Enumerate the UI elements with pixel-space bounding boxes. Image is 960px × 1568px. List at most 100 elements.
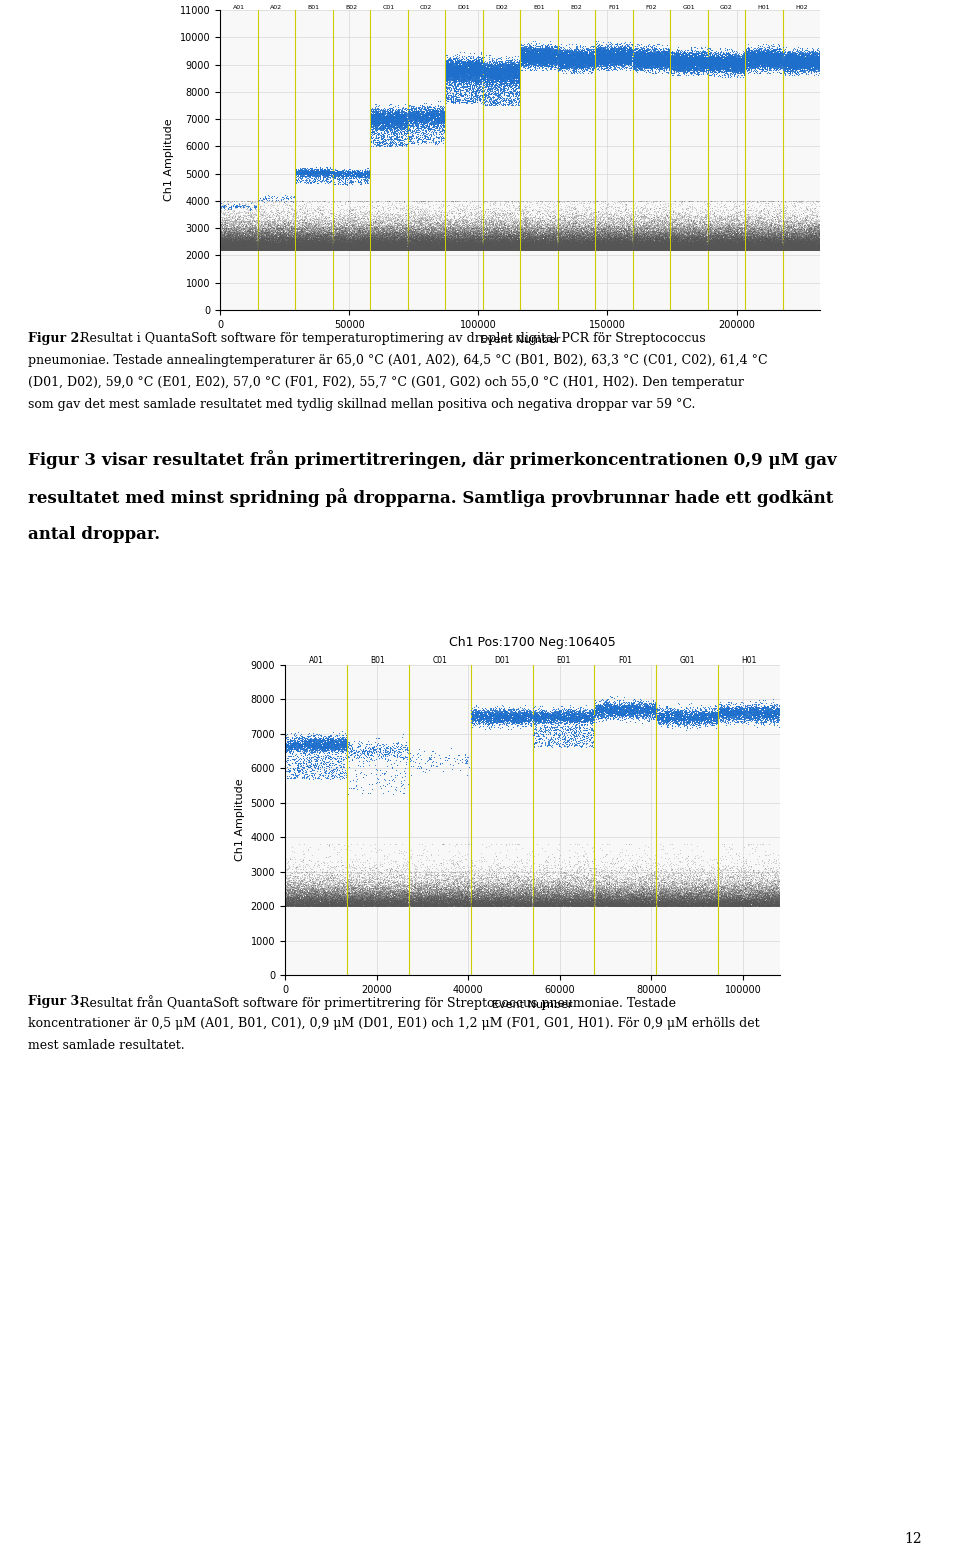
Point — [540, 702, 556, 728]
Point — [436, 229, 451, 254]
Point — [418, 230, 433, 256]
Point — [329, 237, 345, 262]
Point — [708, 41, 724, 66]
Point — [385, 892, 400, 917]
Point — [628, 234, 643, 259]
Point — [404, 234, 420, 259]
Point — [639, 884, 655, 909]
Point — [266, 226, 281, 251]
Point — [426, 891, 442, 916]
Point — [515, 39, 530, 64]
Point — [786, 226, 802, 251]
Point — [690, 892, 706, 917]
Point — [428, 224, 444, 249]
Point — [632, 55, 647, 80]
Point — [232, 229, 248, 254]
Point — [726, 218, 741, 243]
Point — [579, 887, 594, 913]
Point — [315, 230, 330, 256]
Point — [517, 230, 533, 256]
Point — [620, 891, 636, 916]
Point — [472, 237, 488, 262]
Point — [697, 220, 712, 245]
Point — [769, 50, 784, 75]
Point — [337, 234, 352, 259]
Point — [420, 102, 436, 127]
Point — [721, 237, 736, 262]
Point — [660, 230, 676, 256]
Point — [642, 45, 658, 71]
Point — [273, 226, 288, 251]
Point — [444, 50, 459, 75]
Point — [293, 889, 308, 914]
Point — [528, 892, 543, 917]
Point — [724, 889, 739, 914]
Point — [708, 50, 723, 75]
Point — [447, 64, 463, 89]
Point — [506, 237, 521, 262]
Point — [561, 235, 576, 260]
Point — [424, 229, 440, 254]
Point — [736, 61, 752, 86]
Point — [660, 884, 675, 909]
Point — [475, 213, 491, 238]
Point — [444, 235, 460, 260]
Point — [566, 891, 582, 916]
Point — [806, 229, 822, 254]
Point — [783, 235, 799, 260]
Point — [289, 229, 304, 254]
Point — [358, 235, 373, 260]
Point — [335, 873, 350, 898]
Point — [324, 229, 339, 254]
Point — [369, 224, 384, 249]
Point — [349, 237, 365, 262]
Point — [636, 227, 651, 252]
Point — [760, 47, 776, 72]
Point — [528, 880, 543, 905]
Point — [538, 234, 553, 259]
Point — [422, 894, 438, 919]
Point — [304, 237, 320, 262]
Point — [293, 220, 308, 245]
Point — [679, 872, 694, 897]
Point — [334, 743, 349, 768]
Point — [786, 235, 802, 260]
Point — [534, 44, 549, 69]
Point — [596, 50, 612, 75]
Point — [677, 235, 692, 260]
Point — [446, 83, 462, 108]
Point — [786, 224, 802, 249]
Point — [383, 889, 398, 914]
Point — [501, 892, 516, 917]
Point — [480, 53, 495, 78]
Point — [339, 237, 354, 262]
Point — [758, 884, 774, 909]
Point — [718, 872, 733, 897]
Point — [543, 47, 559, 72]
Point — [286, 880, 301, 905]
Point — [494, 701, 510, 726]
Point — [730, 50, 745, 75]
Point — [507, 710, 522, 735]
Point — [714, 230, 730, 256]
Point — [808, 230, 824, 256]
Point — [470, 883, 486, 908]
Point — [489, 237, 504, 262]
Point — [633, 894, 648, 919]
Point — [598, 47, 613, 72]
Point — [446, 229, 462, 254]
Point — [411, 235, 426, 260]
Point — [235, 226, 251, 251]
Point — [244, 229, 259, 254]
Point — [805, 235, 821, 260]
Point — [417, 235, 432, 260]
Point — [554, 892, 569, 917]
Point — [582, 50, 597, 75]
Point — [515, 873, 530, 898]
Point — [435, 883, 450, 908]
Point — [317, 210, 332, 235]
Point — [493, 894, 509, 919]
Point — [501, 235, 516, 260]
Point — [621, 237, 636, 262]
Point — [707, 237, 722, 262]
